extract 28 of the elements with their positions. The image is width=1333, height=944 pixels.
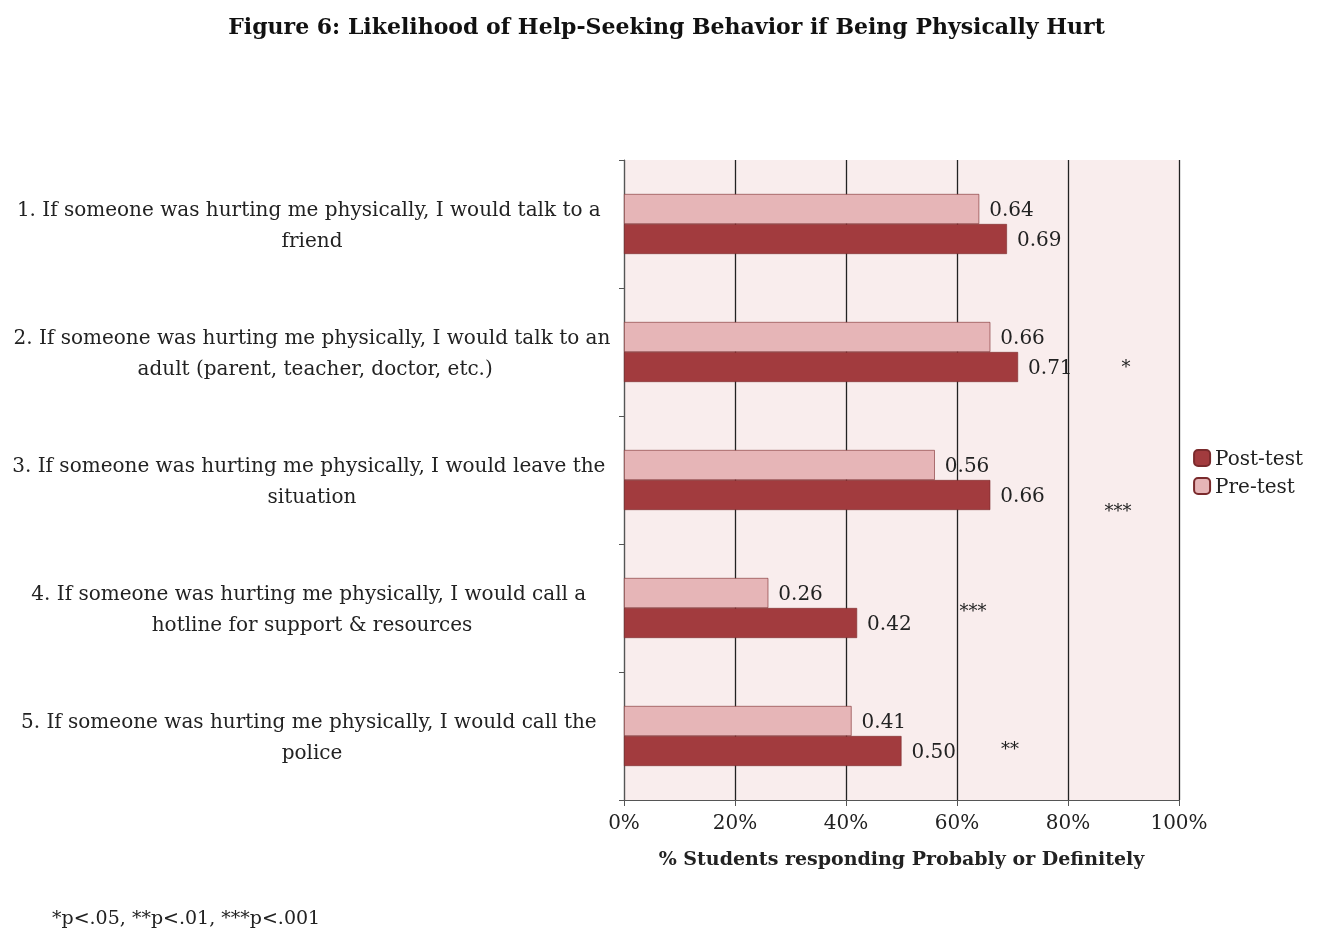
y-tick-label: 1. If someone was hurting me physically, I would talk to a friend	[16, 196, 608, 252]
x-tick-label: 100%	[1150, 810, 1208, 834]
data-label: 0.69	[1016, 227, 1062, 251]
chart-title: Figure 6: Likelihood of Help-Seeking Behavior if Being Physically Hurt	[228, 13, 1106, 39]
y-tick-label: 2. If someone was hurting me physically, I would talk to an adult (parent, teacher, doctor, etc.)	[13, 324, 611, 380]
x-tick-label: 20%	[712, 810, 758, 834]
x-tick-label: 0%	[608, 810, 640, 834]
y-tick-label: 4. If someone was hurting me physically, I would call a hotline for support & resources	[31, 580, 593, 636]
y-tick-label: 3. If someone was hurting me physically, I would leave the situation	[12, 452, 612, 508]
legend-label: Post-test	[1215, 446, 1303, 470]
data-label: 0.50	[911, 739, 957, 763]
data-label: 0.66	[1000, 325, 1045, 349]
data-label: 0.42	[867, 611, 912, 635]
y-tick-label: 5. If someone was hurting me physically, I would call the police	[20, 708, 604, 764]
annotation: **	[1001, 737, 1019, 759]
x-tick-label: 80%	[1045, 810, 1091, 834]
data-label: 0.26	[778, 581, 823, 605]
data-label: 0.64	[989, 197, 1034, 221]
x-tick-label: 60%	[934, 810, 980, 834]
text: *p<.05, **p<.01, ***p<.001	[52, 905, 321, 928]
annotation: ***	[1104, 499, 1132, 521]
data-label: 0.41	[861, 709, 907, 733]
data-label: 0.66	[1000, 483, 1045, 507]
x-axis-title: % Students responding Probably or Definitely	[658, 846, 1146, 869]
annotation: ***	[959, 599, 987, 621]
x-tick-label: 40%	[823, 810, 869, 834]
annotation: *	[1121, 355, 1131, 377]
legend-label: Pre-test	[1215, 474, 1295, 498]
